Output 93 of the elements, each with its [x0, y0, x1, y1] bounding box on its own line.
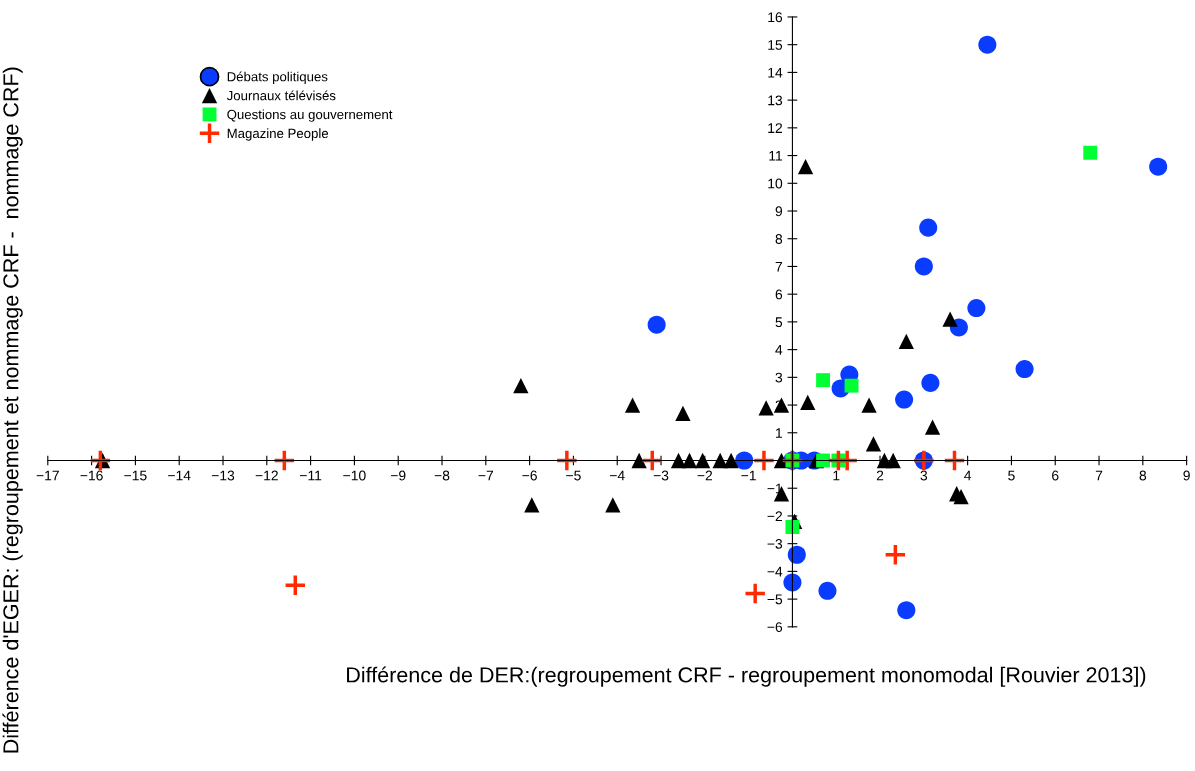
point	[967, 299, 986, 318]
legend-label: Débats politiques	[227, 71, 328, 84]
point	[743, 582, 767, 606]
point	[943, 449, 966, 472]
x-tick-label: 8	[1139, 470, 1147, 481]
legend-label: Magazine People	[227, 128, 329, 141]
x-tick-label: −5	[566, 470, 581, 481]
point	[883, 543, 907, 567]
x-tick-label: 5	[1008, 470, 1015, 481]
y-tick-label: 15	[768, 40, 783, 50]
point	[914, 257, 933, 276]
point	[555, 449, 579, 472]
x-tick-label: −8	[434, 470, 450, 481]
point	[844, 378, 859, 393]
y-tick-label: −3	[767, 538, 783, 549]
legend-label: Questions au gouvernement	[227, 109, 393, 122]
point	[818, 581, 837, 600]
x-tick-label: −17	[36, 470, 59, 481]
point	[1149, 157, 1168, 176]
x-axis-title: Différence de DER:(regroupement CRF - regroupement monomodal [Rouvier 2013])	[347, 666, 1146, 687]
point	[1015, 359, 1034, 379]
point	[787, 545, 806, 564]
x-tick-label: 2	[876, 470, 884, 481]
legend-label: Journaux télévisés	[226, 90, 336, 101]
x-tick-label: −12	[255, 470, 278, 481]
point	[283, 573, 307, 597]
point	[640, 449, 664, 472]
y-tick-label: 14	[768, 67, 783, 78]
point	[675, 405, 691, 422]
point	[513, 378, 529, 394]
x-tick-label: −13	[211, 470, 235, 481]
point	[752, 449, 776, 472]
point	[647, 315, 666, 334]
point	[758, 400, 774, 416]
point	[524, 497, 540, 513]
x-tick-label: −4	[609, 470, 625, 481]
x-tick-label: −15	[124, 470, 147, 481]
point	[88, 449, 112, 472]
y-tick-label: 8	[775, 234, 783, 244]
x-tick-label: −14	[168, 470, 191, 481]
point	[624, 397, 641, 413]
point	[865, 436, 882, 452]
y-tick-label: −5	[767, 594, 783, 605]
x-tick-label: 6	[1052, 470, 1059, 481]
x-tick-label: −3	[653, 470, 669, 481]
x-tick-label: 7	[1095, 470, 1103, 481]
point	[897, 601, 916, 620]
point	[694, 452, 711, 469]
point	[272, 449, 296, 472]
y-tick-label: −6	[767, 622, 783, 632]
x-tick-label: −6	[522, 470, 537, 481]
point	[797, 159, 814, 175]
point	[978, 35, 997, 54]
point	[816, 373, 831, 388]
x-tick-label: 1	[833, 470, 840, 481]
point	[942, 311, 958, 327]
point	[895, 390, 914, 409]
point	[924, 419, 941, 435]
point	[898, 333, 914, 349]
y-axis-title: Différence d'EGER: (regroupement et nommage CRF - nommage CRF)	[2, 67, 23, 753]
y-tick-label: 6	[775, 289, 783, 300]
x-tick-label: −1	[741, 470, 756, 481]
point	[953, 488, 969, 505]
x-tick-label: −9	[390, 470, 406, 481]
point	[861, 397, 877, 413]
x-tick-label: 4	[964, 470, 972, 481]
x-tick-label: −7	[478, 470, 494, 481]
point	[919, 218, 938, 237]
point	[800, 394, 816, 410]
x-tick-label: −2	[697, 470, 713, 481]
y-tick-label: 5	[775, 317, 783, 328]
y-tick-label: 12	[768, 123, 782, 133]
y-tick-label: 13	[768, 95, 783, 106]
y-tick-label: 16	[768, 12, 783, 23]
y-tick-label: 9	[775, 206, 783, 217]
y-tick-label: 11	[769, 151, 783, 161]
point	[1083, 145, 1098, 160]
x-tick-label: −10	[343, 470, 366, 481]
y-tick-label: −4	[767, 566, 783, 577]
point	[605, 497, 621, 513]
x-tick-label: 9	[1183, 470, 1190, 481]
y-tick-label: −2	[767, 511, 782, 521]
y-tick-label: 10	[768, 178, 783, 189]
point	[921, 373, 940, 392]
y-tick-label: 7	[775, 261, 782, 272]
y-tick-label: 4	[775, 345, 783, 355]
x-tick-label: −16	[80, 470, 103, 481]
point	[785, 520, 800, 534]
x-tick-label: −11	[300, 470, 322, 481]
x-tick-label: 3	[920, 470, 928, 481]
point	[735, 451, 754, 470]
y-tick-label: 1	[776, 428, 783, 438]
y-tick-label: 3	[775, 372, 783, 383]
